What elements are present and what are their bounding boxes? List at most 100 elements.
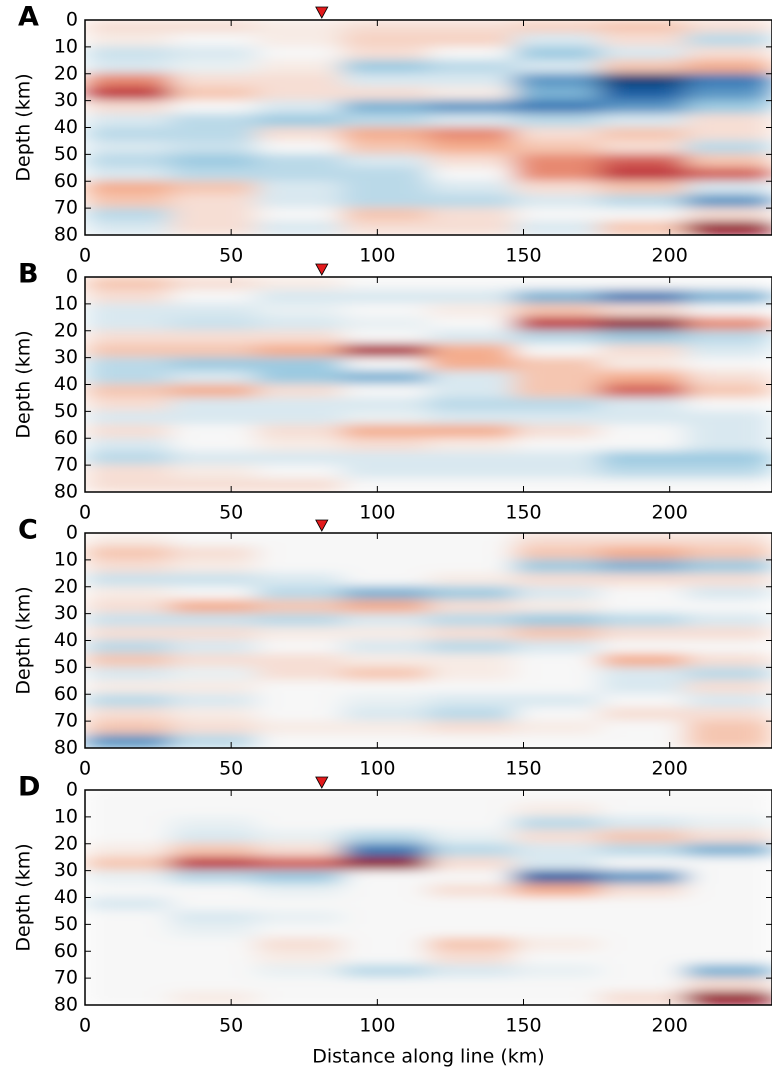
heatmap-cell <box>428 330 515 345</box>
heatmap-cell <box>599 357 687 372</box>
heatmap-cell <box>428 653 515 668</box>
y-tick-label: 70 <box>54 197 78 219</box>
heatmap-cell <box>170 464 258 480</box>
heatmap-cell <box>256 59 344 75</box>
heatmap-clip <box>85 277 772 492</box>
heatmap-cell <box>685 720 772 736</box>
heatmap-cell <box>685 330 772 345</box>
heatmap-cell <box>599 883 687 898</box>
heatmap-cell <box>256 802 344 818</box>
heatmap-cell <box>513 194 601 209</box>
heatmap-cell <box>85 937 172 952</box>
heatmap-cell <box>342 720 429 736</box>
heatmap-cell <box>428 843 515 858</box>
y-tick-label: 20 <box>54 319 78 341</box>
heatmap-cell <box>170 613 258 628</box>
y-tick-label: 20 <box>54 62 78 84</box>
heatmap-cell <box>256 384 344 399</box>
heatmap-cell <box>428 707 515 722</box>
heatmap-cell <box>685 397 772 412</box>
heatmap-cell <box>170 964 258 979</box>
heatmap-cell <box>342 626 429 641</box>
heatmap-cell <box>428 73 515 88</box>
heatmap-cell <box>85 883 172 898</box>
y-tick-label: 30 <box>54 89 78 111</box>
heatmap-cell <box>170 977 258 993</box>
heatmap-cell <box>342 856 429 872</box>
y-tick-label: 40 <box>54 373 78 395</box>
heatmap-cell <box>342 843 429 858</box>
x-tick-label: 100 <box>359 502 395 524</box>
heatmap-cell <box>513 167 601 182</box>
heatmap-cell <box>170 451 258 466</box>
heatmap-cell <box>685 180 772 196</box>
heatmap-cell <box>428 357 515 372</box>
heatmap-cell <box>256 221 344 235</box>
heatmap-cell <box>342 870 429 885</box>
heatmap-cell <box>685 370 772 385</box>
heatmap-cell <box>342 289 429 305</box>
heatmap-cell <box>599 410 687 426</box>
heatmap-cell <box>170 343 258 359</box>
heatmap-cell <box>513 478 601 492</box>
heatmap-cell <box>170 73 258 88</box>
y-tick-label: 60 <box>54 427 78 449</box>
heatmap-clip <box>85 533 772 748</box>
heatmap-cell <box>513 370 601 385</box>
heatmap-cell <box>428 32 515 48</box>
heatmap-cell <box>85 816 172 831</box>
heatmap-cell <box>256 303 344 318</box>
y-tick-label: 60 <box>54 683 78 705</box>
heatmap-cell <box>513 127 601 142</box>
heatmap-cell <box>428 572 515 588</box>
y-tick-label: 50 <box>54 143 78 165</box>
heatmap-cell <box>342 533 429 547</box>
heatmap-cell <box>342 277 429 291</box>
heatmap-cell <box>170 829 258 845</box>
heatmap-cell <box>170 626 258 641</box>
heatmap-cell <box>513 977 601 993</box>
heatmap-cell <box>170 167 258 182</box>
heatmap-cell <box>342 464 429 480</box>
heatmap-cell <box>342 586 429 601</box>
heatmap-cell <box>428 59 515 75</box>
y-tick-label: 10 <box>54 548 78 570</box>
heatmap-cell <box>513 870 601 885</box>
y-tick-label: 50 <box>54 656 78 678</box>
heatmap-cell <box>513 720 601 736</box>
heatmap-cell <box>599 802 687 818</box>
heatmap-cell <box>685 883 772 898</box>
heatmap-cell <box>599 194 687 209</box>
heatmap-cell <box>256 991 344 1005</box>
heatmap-cell <box>513 923 601 939</box>
heatmap-cell <box>599 424 687 439</box>
heatmap-cell <box>256 289 344 305</box>
heatmap-cell <box>685 816 772 831</box>
heatmap-cell <box>85 357 172 372</box>
heatmap-cell <box>256 693 344 709</box>
heatmap-cell <box>85 140 172 155</box>
heatmap-cell <box>170 207 258 223</box>
heatmap-cell <box>342 140 429 155</box>
heatmap-cell <box>342 977 429 993</box>
heatmap-cell <box>256 910 344 925</box>
heatmap-cell <box>256 829 344 845</box>
heatmap-cell <box>599 829 687 845</box>
heatmap-cell <box>599 384 687 399</box>
heatmap-cell <box>685 464 772 480</box>
heatmap-cell <box>599 734 687 748</box>
heatmap-cell <box>85 613 172 628</box>
heatmap-cell <box>170 843 258 858</box>
y-tick-label: 30 <box>54 859 78 881</box>
heatmap-cell <box>85 451 172 466</box>
heatmap-cell <box>599 666 687 682</box>
heatmap-cell <box>428 613 515 628</box>
heatmap-cell <box>170 586 258 601</box>
heatmap-cell <box>256 194 344 209</box>
heatmap-cell <box>342 937 429 952</box>
heatmap-cell <box>513 180 601 196</box>
y-tick-label: 0 <box>66 779 78 801</box>
heatmap-cell <box>342 559 429 574</box>
heatmap-cell <box>685 289 772 305</box>
